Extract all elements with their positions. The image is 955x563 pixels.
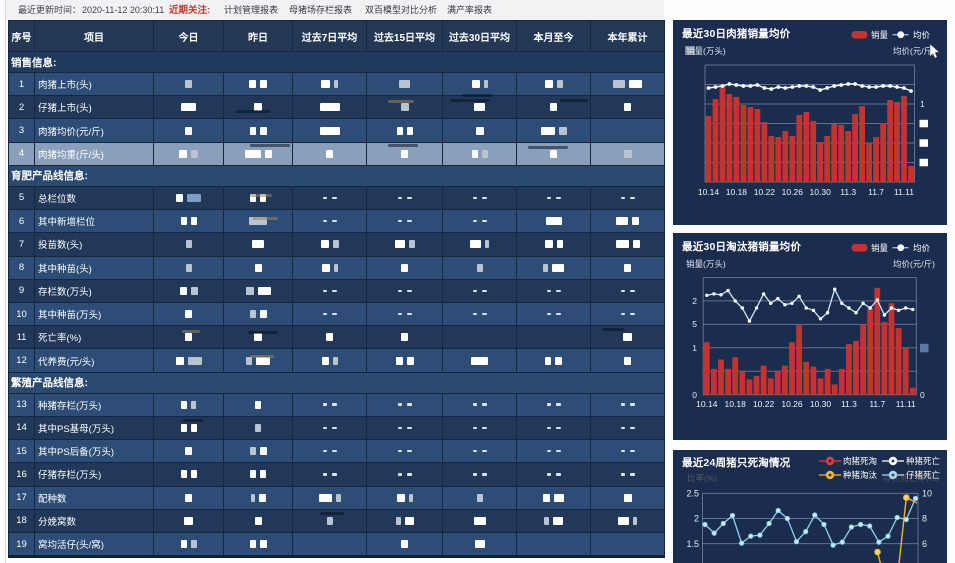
svg-text:种猪淘汰: 种猪淘汰 [843, 470, 878, 480]
svg-text:6: 6 [922, 539, 927, 549]
svg-text:10.22: 10.22 [754, 187, 776, 197]
svg-text:销量(万头): 销量(万头) [686, 259, 726, 269]
svg-text:11.11: 11.11 [894, 187, 914, 197]
svg-text:5: 5 [692, 319, 697, 329]
svg-text:最近30日肉猪销量均价: 最近30日肉猪销量均价 [682, 27, 791, 40]
svg-text:10: 10 [922, 489, 932, 499]
svg-text:比率(%): 比率(%) [687, 473, 717, 483]
svg-text:销量: 销量 [871, 30, 889, 40]
svg-text:10.14: 10.14 [698, 187, 720, 197]
svg-text:11.11: 11.11 [896, 399, 916, 409]
svg-text:1.5: 1.5 [686, 539, 699, 549]
svg-text:2: 2 [692, 296, 697, 306]
svg-text:11.3: 11.3 [841, 399, 857, 409]
svg-text:10.30: 10.30 [810, 187, 832, 197]
svg-text:均价(元/斤): 均价(元/斤) [893, 259, 935, 269]
svg-text:10.30: 10.30 [810, 399, 832, 409]
svg-text:8: 8 [922, 514, 927, 524]
svg-text:1: 1 [920, 99, 925, 109]
svg-text:10.26: 10.26 [782, 187, 804, 197]
svg-text:11.7: 11.7 [868, 187, 884, 197]
svg-text:1: 1 [692, 343, 697, 353]
svg-text:0: 0 [692, 390, 697, 400]
svg-text:种猪死亡: 种猪死亡 [906, 456, 941, 466]
svg-text:均价: 均价 [913, 30, 931, 40]
svg-text:销量(万头): 销量(万头) [686, 46, 726, 56]
svg-text:仔猪死亡: 仔猪死亡 [906, 470, 941, 480]
svg-text:11.7: 11.7 [869, 399, 885, 409]
svg-text:肉猪死淘: 肉猪死淘 [843, 456, 877, 466]
svg-text:10.22: 10.22 [753, 399, 775, 409]
svg-text:最近30日淘汰猪销量均价: 最近30日淘汰猪销量均价 [682, 240, 801, 253]
svg-text:销量: 销量 [871, 243, 889, 253]
svg-text:11.3: 11.3 [840, 187, 856, 197]
svg-text:均价: 均价 [913, 243, 931, 253]
svg-text:均价(元/斤): 均价(元/斤) [893, 46, 935, 56]
svg-text:10.14: 10.14 [696, 399, 718, 409]
svg-text:2.5: 2.5 [686, 489, 699, 499]
svg-text:10.26: 10.26 [781, 399, 803, 409]
svg-text:2: 2 [694, 514, 699, 524]
svg-text:最近24周猪只死淘情况: 最近24周猪只死淘情况 [682, 456, 791, 469]
svg-text:0: 0 [920, 390, 925, 400]
svg-text:10.18: 10.18 [726, 187, 748, 197]
svg-text:10.18: 10.18 [725, 399, 747, 409]
svg-text:存栏死亡率(%): 存栏死亡率(%) [883, 473, 939, 483]
